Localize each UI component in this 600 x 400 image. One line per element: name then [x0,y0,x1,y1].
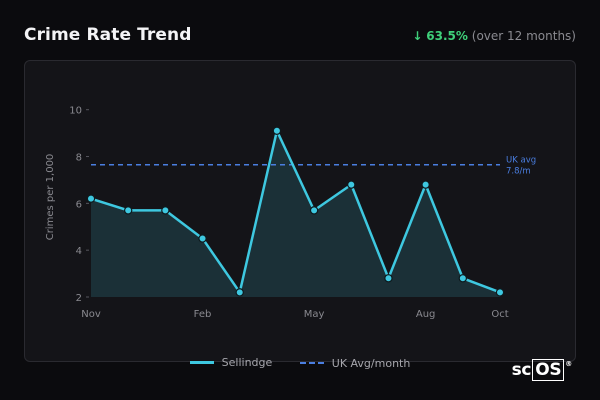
x-tick-label: Oct [491,309,508,320]
legend-item-reference[interactable]: UK Avg/month [299,356,411,370]
x-tick-label: Aug [416,309,436,320]
data-point [161,206,170,215]
data-point [123,206,133,215]
reference-line-label: UK avg [506,156,536,166]
data-point [458,274,468,283]
y-tick-label: 10 [69,106,82,117]
chart-title: Crime Rate Trend [24,25,192,45]
brand-logo: sc OS ® [511,359,572,381]
data-point [384,274,393,283]
legend-series-label: Sellindge [221,356,273,369]
data-point [421,180,430,189]
data-point [347,180,356,189]
y-tick-label: 4 [76,246,82,257]
data-point [272,126,282,135]
y-tick-label: 6 [76,199,82,210]
x-tick-label: May [304,309,325,320]
data-point [198,234,207,243]
data-point [86,194,96,203]
data-point [495,288,505,297]
data-point [309,206,319,215]
chart-legend: Sellindge UK Avg/month [0,354,600,370]
trend-change-summary: ↓ 63.5% (over 12 months) [412,29,576,43]
reference-line-value-label: 7.8/m [506,167,531,177]
x-tick-label: Nov [81,309,101,320]
y-axis-label: Crimes per 1,000 [45,154,56,241]
down-arrow-icon: ↓ [412,29,423,43]
series-line [90,129,501,294]
legend-reference-label: UK Avg/month [331,356,411,370]
y-tick-label: 8 [76,153,82,164]
data-point [235,288,244,297]
x-tick-label: Feb [194,309,212,320]
change-period-note: (over 12 months) [471,29,576,43]
solid-line-swatch-icon [189,361,214,364]
dashed-line-swatch-icon [299,362,324,364]
y-tick-label: 2 [76,293,82,304]
series-area-fill [91,130,500,297]
change-percentage: 63.5% [426,29,468,43]
legend-item-series[interactable]: Sellindge [189,356,273,369]
